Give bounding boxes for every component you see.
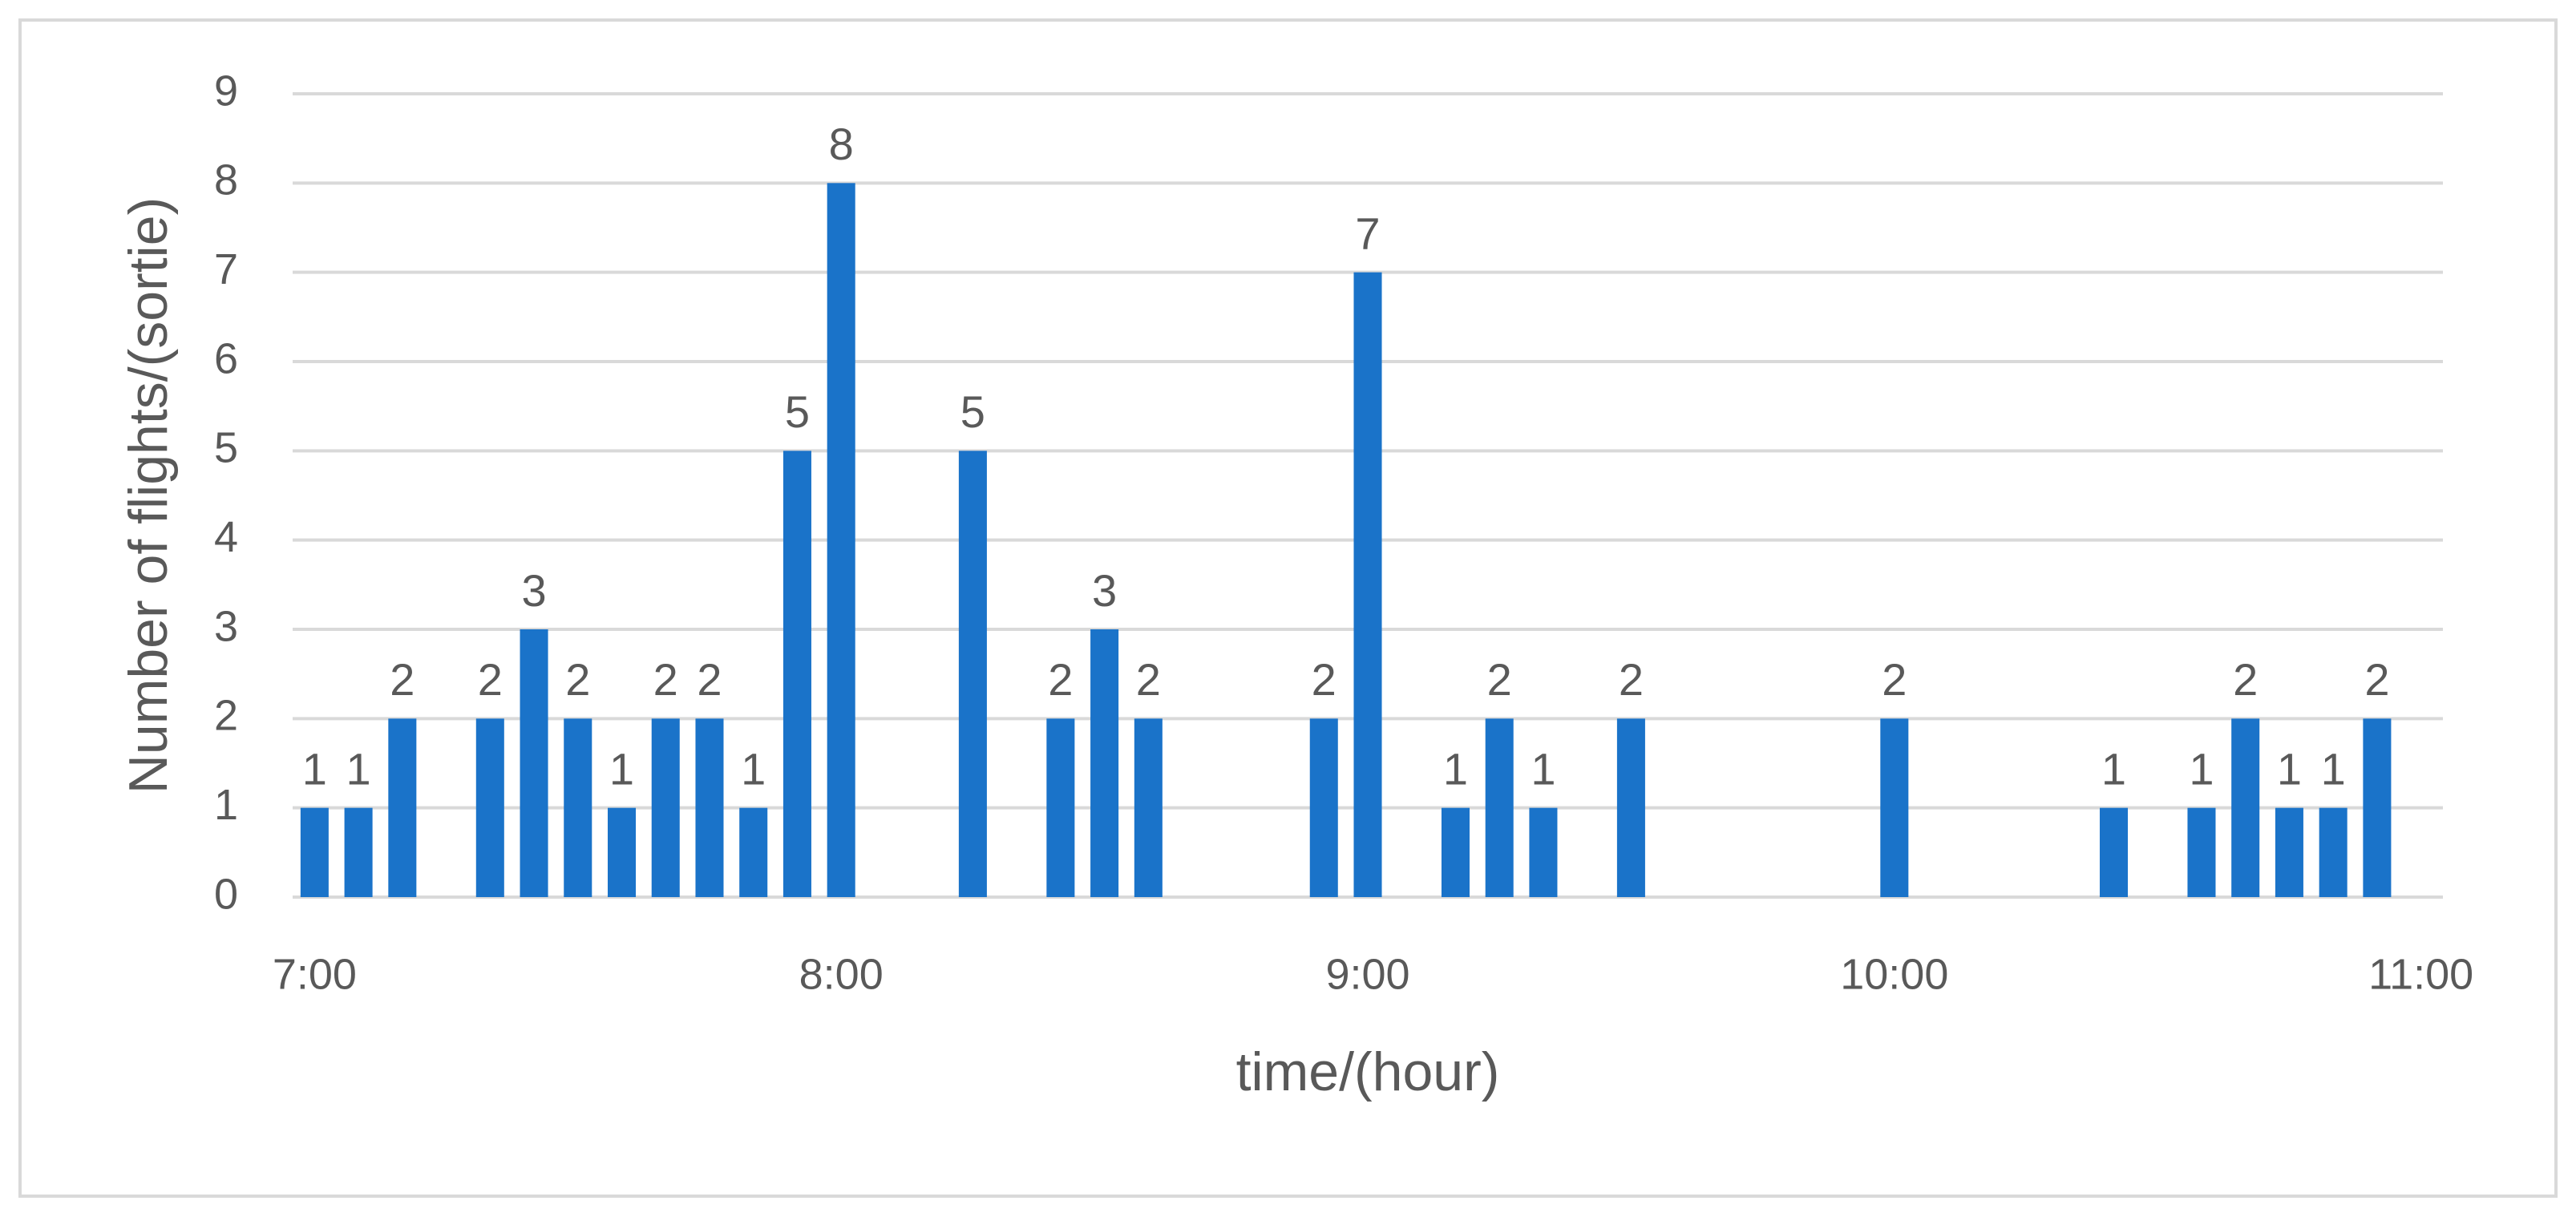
bar [2187,807,2216,897]
data-label: 2 [390,654,415,705]
bar [739,807,768,897]
bar [1134,718,1163,897]
y-tick-label: 3 [214,602,238,650]
x-tick-label: 7:00 [273,950,357,998]
bar [1485,718,1514,897]
data-label: 2 [1312,654,1337,705]
x-tick-label: 8:00 [799,950,884,998]
bar [344,807,373,897]
data-label: 8 [829,119,854,169]
bar [1880,718,1909,897]
data-label: 7 [1355,208,1380,258]
data-label: 1 [2101,743,2126,794]
data-label: 1 [741,743,766,794]
bar [2275,807,2303,897]
bar [1529,807,1558,897]
bar [2363,718,2392,897]
bar [1046,718,1075,897]
data-label: 1 [2189,743,2214,794]
data-label: 2 [478,654,503,705]
data-label: 1 [346,743,371,794]
bar [695,718,724,897]
bar [1441,807,1470,897]
x-tick-label: 9:00 [1325,950,1409,998]
bar [1353,272,1382,898]
bar [475,718,504,897]
bar [2231,718,2260,897]
bar [1616,718,1645,897]
bar [651,718,680,897]
y-tick-label: 8 [214,156,238,204]
bar [827,183,855,898]
y-axis-title: Number of flights/(sortie) [118,197,179,794]
y-tick-label: 6 [214,334,238,382]
bar [2319,807,2348,897]
bar [2099,807,2129,897]
data-label: 3 [1092,565,1117,616]
data-label: 3 [521,565,546,616]
bar [388,718,417,897]
data-label: 5 [960,386,985,437]
y-tick-label: 2 [214,692,238,740]
data-label: 2 [2364,654,2389,705]
data-label: 1 [609,743,634,794]
bar [564,718,592,897]
data-label: 1 [2277,743,2302,794]
data-label: 2 [1136,654,1161,705]
data-label: 2 [2233,654,2258,705]
x-axis-title: time/(hour) [1236,1041,1500,1102]
bar [1090,629,1119,897]
bar [607,807,637,897]
data-label: 2 [1882,654,1907,705]
y-tick-label: 9 [214,67,238,115]
data-label: 2 [1487,654,1512,705]
data-label: 1 [302,743,327,794]
bar [783,451,811,897]
bar [958,451,987,897]
bar [300,807,329,897]
chart-frame [18,18,2558,1198]
y-tick-label: 1 [214,781,238,829]
data-label: 1 [2321,743,2346,794]
data-label: 2 [697,654,722,705]
data-label: 5 [785,386,810,437]
x-tick-label: 11:00 [2368,950,2473,998]
y-tick-label: 4 [214,513,238,561]
data-label: 2 [1619,654,1644,705]
y-tick-label: 7 [214,245,238,293]
bar [520,629,548,897]
data-label: 2 [1048,654,1073,705]
data-label: 2 [565,654,590,705]
data-label: 2 [653,654,678,705]
y-tick-label: 0 [214,870,238,918]
x-tick-label: 10:00 [1840,950,1948,998]
data-label: 1 [1443,743,1468,794]
data-label: 1 [1531,743,1555,794]
y-tick-label: 5 [214,424,238,472]
bar [1309,718,1338,897]
